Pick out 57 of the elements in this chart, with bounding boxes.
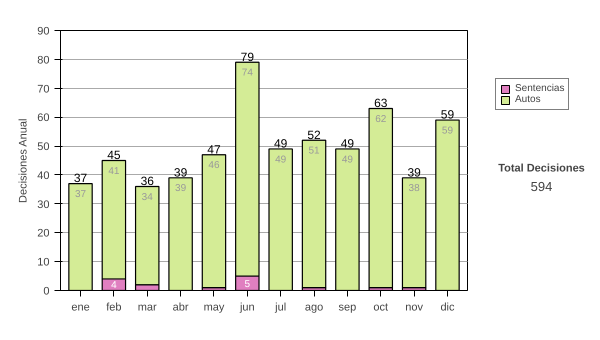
total-label: 63 bbox=[374, 96, 388, 110]
data-label: 49 bbox=[342, 154, 354, 166]
total-label: 45 bbox=[107, 148, 121, 162]
y-tick-label: 0 bbox=[43, 286, 50, 298]
y-tick-label: 40 bbox=[37, 170, 50, 182]
y-tick-label: 70 bbox=[37, 83, 50, 96]
data-label: 74 bbox=[242, 68, 254, 79]
total-label: 36 bbox=[140, 174, 154, 188]
data-label: 38 bbox=[408, 183, 420, 194]
total-label: 47 bbox=[207, 142, 221, 156]
data-label: 37 bbox=[74, 188, 87, 200]
x-tick-label: jul bbox=[274, 302, 286, 314]
bar bbox=[402, 177, 426, 288]
y-tick-label: 20 bbox=[37, 228, 50, 240]
x-tick-label: ago bbox=[304, 302, 324, 314]
data-label: 51 bbox=[308, 146, 320, 157]
x-tick-label: ene bbox=[71, 302, 90, 314]
x-tick-label: may bbox=[204, 302, 225, 314]
data-label: 46 bbox=[208, 160, 220, 172]
x-tick-label: dic bbox=[440, 302, 456, 314]
total-label: 37 bbox=[74, 171, 88, 186]
data-label: 5 bbox=[244, 278, 251, 290]
data-label: 62 bbox=[375, 114, 387, 125]
x-tick-label: nov bbox=[405, 302, 424, 314]
data-label: 41 bbox=[108, 166, 120, 177]
legend-label: Sentencias bbox=[515, 83, 564, 94]
text: 594 bbox=[530, 179, 552, 194]
data-label: 34 bbox=[142, 192, 154, 203]
x-tick-label: mar bbox=[138, 302, 158, 314]
bar bbox=[302, 140, 326, 288]
bar bbox=[368, 108, 394, 288]
x-tick-label: sep bbox=[338, 302, 356, 314]
y-tick-label: 50 bbox=[37, 141, 50, 154]
total-label: 39 bbox=[407, 165, 422, 180]
total-label: 49 bbox=[274, 136, 288, 150]
y-tick-label: 10 bbox=[37, 256, 50, 269]
y-tick-label: 80 bbox=[37, 54, 50, 66]
data-label: 4 bbox=[111, 280, 118, 292]
total-label: 79 bbox=[240, 50, 254, 64]
total-label: 52 bbox=[307, 128, 322, 142]
legend-label: Autos bbox=[515, 94, 541, 105]
total-label: 49 bbox=[340, 136, 354, 150]
data-label: 39 bbox=[175, 183, 187, 194]
y-tick-label: 60 bbox=[37, 112, 50, 124]
x-tick-label: jun bbox=[238, 302, 255, 314]
data-label: 59 bbox=[442, 125, 454, 136]
text: Total Decisiones bbox=[498, 162, 585, 174]
x-tick-label: abr bbox=[172, 302, 189, 314]
y-tick-label: 90 bbox=[37, 26, 50, 38]
y-tick-label: 30 bbox=[37, 198, 50, 211]
data-label: 49 bbox=[275, 154, 287, 166]
bar bbox=[202, 154, 226, 288]
y-axis-title: Decisiones Anual bbox=[17, 118, 30, 203]
total-label: 39 bbox=[174, 165, 188, 180]
x-tick-label: oct bbox=[373, 302, 388, 314]
x-tick-label: feb bbox=[106, 302, 122, 314]
total-label: 59 bbox=[440, 108, 454, 122]
